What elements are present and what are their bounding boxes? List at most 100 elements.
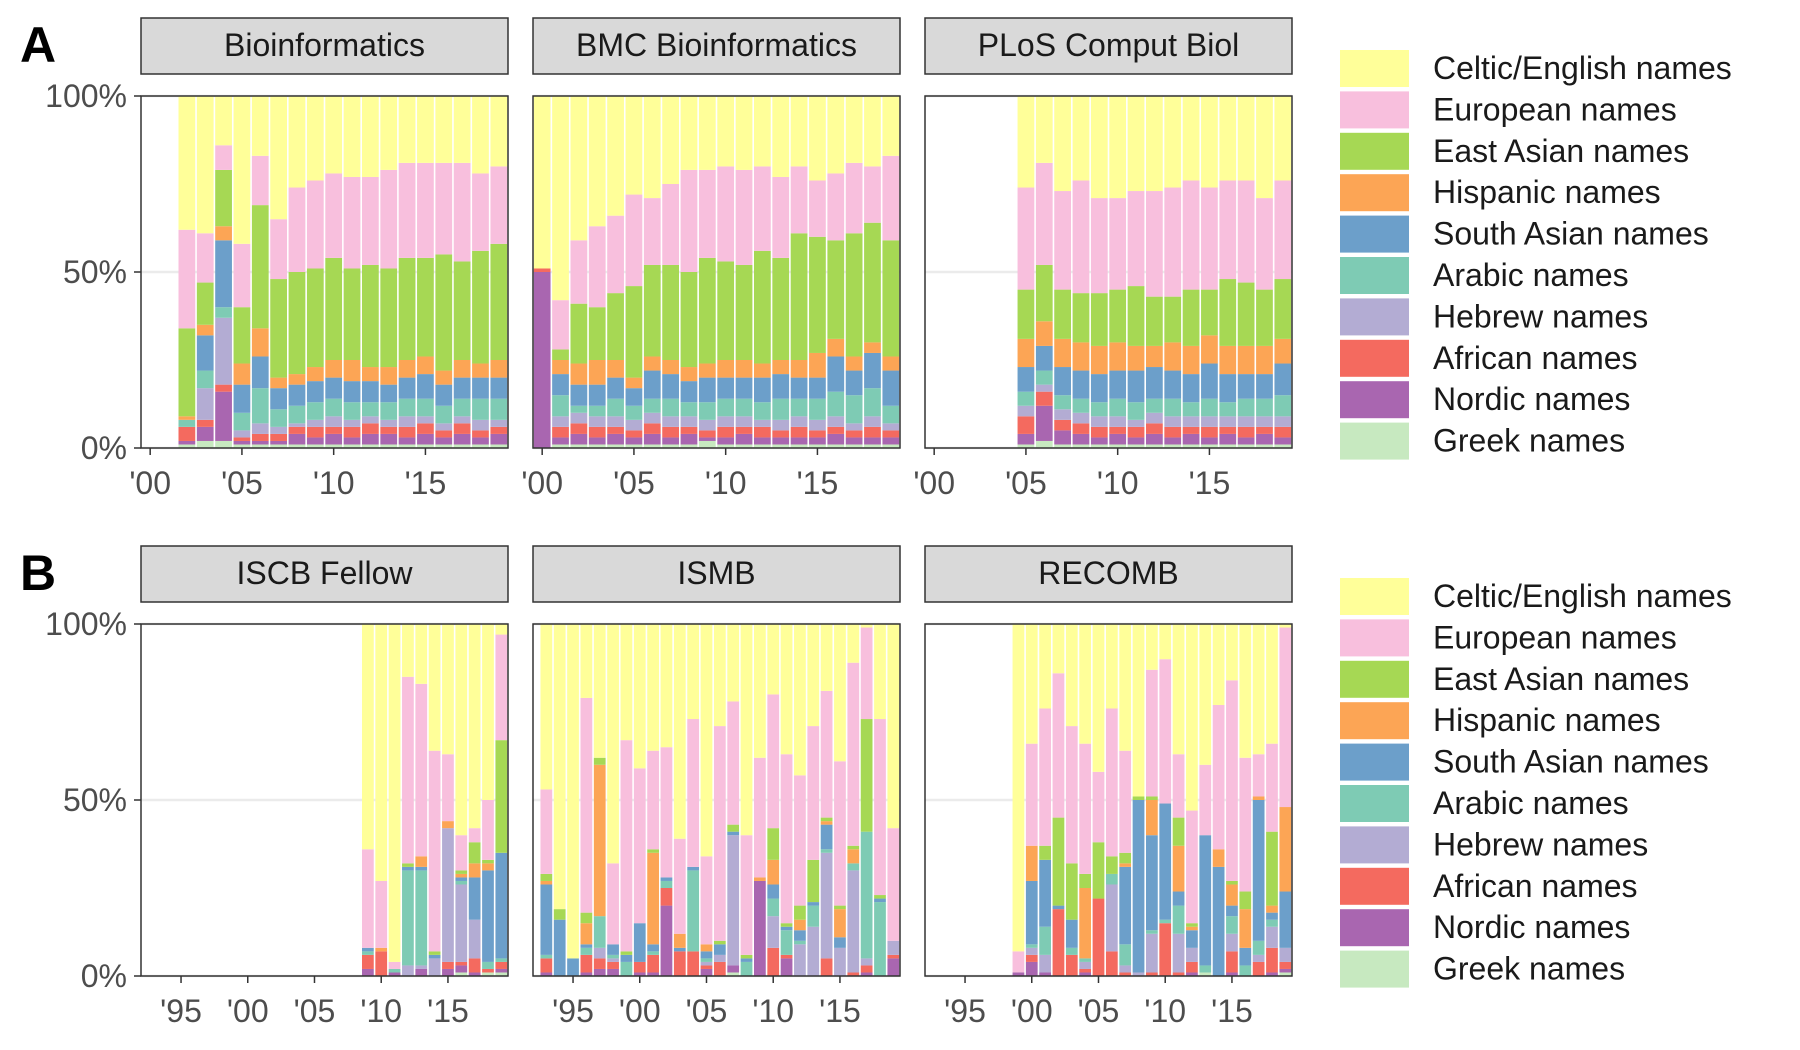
bar-segment-african-names <box>698 430 716 438</box>
x-tick-label: '10 <box>1144 993 1186 1029</box>
bar-segment-nordic-names <box>607 968 619 976</box>
bar-segment-hebrew-names <box>662 416 679 427</box>
facet-title: RECOMB <box>1038 555 1178 591</box>
bar-2002 <box>570 96 588 448</box>
bar-segment-east-asian-names <box>1035 264 1053 322</box>
bar-segment-european-names <box>790 166 808 234</box>
bar-segment-arabic-names <box>415 870 428 966</box>
bar-2006 <box>643 96 661 448</box>
bar-segment-hebrew-names <box>196 388 214 420</box>
bar-segment-african-names <box>864 426 881 438</box>
bar-segment-celtic-english-names <box>772 96 790 177</box>
bar-segment-east-asian-names <box>698 257 716 364</box>
legend-label: African names <box>1433 868 1638 904</box>
bar-segment-hebrew-names <box>625 419 643 431</box>
bar-segment-european-names <box>362 849 374 948</box>
bar-segment-east-asian-names <box>288 272 306 375</box>
bar-segment-african-names <box>533 268 551 272</box>
bar-segment-east-asian-names <box>588 307 606 360</box>
bar-segment-hispanic-names <box>809 352 826 378</box>
bar-segment-african-names <box>660 888 673 906</box>
bar-segment-nordic-names <box>882 437 900 445</box>
bar-2006 <box>713 624 726 976</box>
bar-segment-east-asian-names <box>325 257 343 360</box>
bar-segment-hebrew-names <box>215 317 232 385</box>
bar-segment-south-asian-names <box>455 877 468 881</box>
bar-segment-arabic-names <box>827 391 845 417</box>
x-tick-label: '10 <box>705 465 747 501</box>
bar-segment-east-asian-names <box>1256 289 1273 346</box>
bar-segment-celtic-english-names <box>673 624 686 839</box>
bar-segment-hebrew-names <box>1266 926 1278 948</box>
bar-segment-nordic-names <box>827 433 845 445</box>
bar-segment-arabic-names <box>196 370 214 389</box>
bar-segment-east-asian-names <box>1239 891 1252 910</box>
bar-segment-hebrew-names <box>717 416 735 427</box>
bar-segment-south-asian-names <box>1052 905 1065 910</box>
bar-segment-east-asian-names <box>727 824 740 832</box>
bar-segment-nordic-names <box>415 968 428 976</box>
bar-segment-east-asian-names <box>580 912 593 924</box>
legend-label: European names <box>1433 91 1677 127</box>
legend-label: Hispanic names <box>1433 174 1661 210</box>
bar-segment-arabic-names <box>754 402 771 420</box>
bar-segment-celtic-english-names <box>435 96 453 163</box>
bar-segment-hispanic-names <box>362 367 379 382</box>
bar-segment-european-names <box>625 194 643 287</box>
bar-segment-african-names <box>625 430 643 438</box>
bar-segment-european-names <box>827 173 845 241</box>
bar-segment-celtic-english-names <box>790 96 808 167</box>
bar-segment-celtic-english-names <box>847 624 860 663</box>
bar-segment-arabic-names <box>700 958 713 962</box>
bar-segment-hebrew-names <box>847 870 860 973</box>
bar-segment-greek-names <box>735 444 753 448</box>
bar-segment-european-names <box>455 835 468 871</box>
bar-segment-south-asian-names <box>713 944 726 955</box>
bar-2005 <box>1017 96 1035 448</box>
bar-segment-african-names <box>790 426 808 438</box>
bar-segment-nordic-names <box>1182 433 1200 445</box>
bar-segment-celtic-english-names <box>1226 624 1238 681</box>
bar-segment-nordic-names <box>860 972 873 976</box>
bar-segment-arabic-names <box>1035 370 1053 385</box>
bar-segment-arabic-names <box>570 405 588 413</box>
facet-ismb: ISMB '95 '00 '05 '10 '15 <box>532 545 901 1029</box>
bar-segment-hispanic-names <box>717 360 735 378</box>
bar-segment-nordic-names <box>647 972 659 976</box>
bar-segment-european-names <box>698 169 716 258</box>
bar-2016 <box>827 96 845 448</box>
bar-segment-hispanic-names <box>662 360 679 375</box>
bar-segment-east-asian-names <box>845 233 863 357</box>
y-tick-label: 0% <box>81 958 127 994</box>
bar-segment-european-names <box>767 694 780 829</box>
legend-label: Nordic names <box>1433 381 1630 417</box>
bar-segment-arabic-names <box>435 405 453 424</box>
bar-segment-south-asian-names <box>607 377 624 399</box>
bar-2007 <box>727 624 740 976</box>
bar-segment-nordic-names <box>442 968 454 976</box>
legend-item-south-asian-names: South Asian names <box>1340 215 1709 253</box>
bar-segment-south-asian-names <box>845 370 863 396</box>
bar-2019 <box>887 624 900 976</box>
bar-segment-european-names <box>713 726 726 941</box>
facet-strip <box>532 17 901 75</box>
bar-segment-south-asian-names <box>700 951 713 959</box>
bar-segment-hispanic-names <box>698 363 716 378</box>
bar-segment-celtic-english-names <box>553 624 566 910</box>
x-tick-label: '05 <box>1005 465 1047 501</box>
bar-segment-celtic-english-names <box>1017 96 1035 188</box>
bar-segment-european-names <box>552 300 569 350</box>
bar-segment-hebrew-names <box>306 419 324 427</box>
bar-segment-east-asian-names <box>553 909 566 920</box>
legend-item-european-names: European names <box>1340 619 1677 657</box>
bar-segment-celtic-english-names <box>607 624 619 864</box>
bar-2017 <box>860 624 873 976</box>
bar-2016 <box>455 624 468 976</box>
bar-segment-celtic-english-names <box>1132 624 1145 797</box>
x-tick-label: '05 <box>221 465 263 501</box>
bar-segment-nordic-names <box>1072 433 1090 445</box>
bar-segment-european-names <box>620 740 633 952</box>
bar-2010 <box>1159 624 1172 976</box>
bar-segment-european-names <box>1159 659 1172 804</box>
bar-segment-celtic-english-names <box>740 624 753 836</box>
